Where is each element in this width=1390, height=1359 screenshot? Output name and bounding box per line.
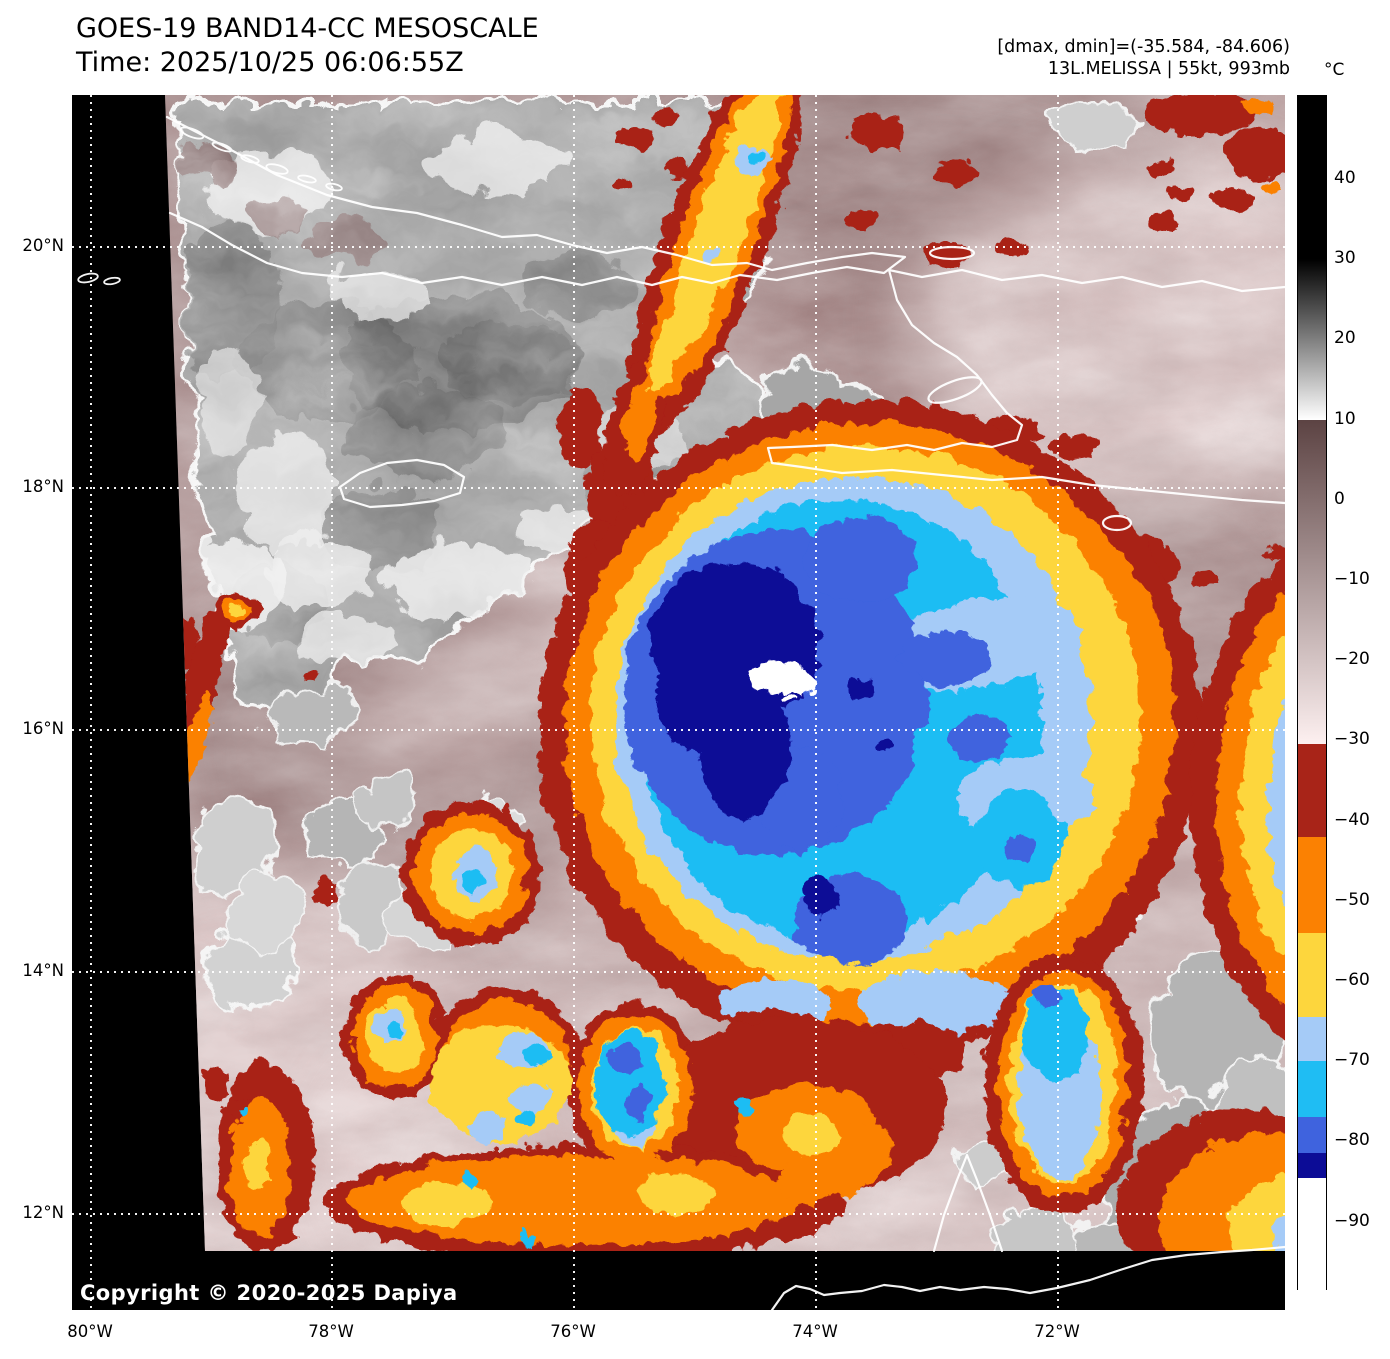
latitude-label: 14°N	[22, 961, 64, 980]
latitude-label: 16°N	[22, 719, 64, 738]
colorbar-tick-label: −60	[1334, 970, 1370, 990]
colorbar-tick-label: 30	[1334, 248, 1356, 269]
meta-block: [dmax, dmin]=(-35.584, -84.606) 13L.MELI…	[997, 36, 1290, 80]
colorbar-tick-label: −50	[1334, 889, 1370, 910]
colorbar-segment	[1298, 1178, 1326, 1291]
colorbar-tick-label: −80	[1334, 1130, 1370, 1151]
coastline-guajira-tip	[932, 1153, 1004, 1253]
copyright: Copyright © 2020-2025 Dapiya	[80, 1281, 458, 1305]
southern-convection	[200, 798, 942, 1251]
coastline-vache-island	[1101, 514, 1133, 532]
colorbar-segment	[1298, 1117, 1326, 1154]
colorbar-unit: °C	[1324, 60, 1345, 80]
latitude-label: 18°N	[22, 477, 64, 496]
satellite-imagery	[72, 95, 1285, 1310]
colorbar-segment	[1298, 1061, 1326, 1118]
colorbar-tick-label: 20	[1334, 328, 1356, 349]
storm-label: 13L.MELISSA | 55kt, 993mb	[1047, 59, 1290, 79]
colorbar-tick-label: −90	[1334, 1210, 1370, 1231]
coastline-cuba	[165, 115, 907, 287]
coastline-hispaniola-north	[887, 268, 1285, 293]
colorbar-tick-label: −40	[1334, 809, 1370, 830]
latitude-label: 12°N	[22, 1203, 64, 1222]
colorbar	[1297, 95, 1327, 1291]
coastline-haiti-west	[766, 268, 1285, 505]
colorbar-segment	[1298, 96, 1326, 260]
longitude-label: 80°W	[67, 1322, 113, 1341]
colorbar-segment	[1298, 744, 1326, 837]
timestamp: Time: 2025/10/25 06:06:55Z	[76, 47, 464, 78]
colorbar-tick-label: −70	[1334, 1050, 1370, 1071]
colorbar-segment	[1298, 419, 1326, 745]
coastline-south-america	[770, 1245, 1285, 1310]
coastline-jamaica	[338, 458, 466, 509]
title-block: GOES-19 BAND14-CC MESOSCALE Time: 2025/1…	[76, 12, 539, 80]
longitude-label: 78°W	[308, 1322, 354, 1341]
colorbar-tick-label: −20	[1334, 649, 1370, 670]
data-region	[165, 95, 1285, 1251]
cuba-convective-band	[602, 95, 799, 494]
satellite-map: Copyright © 2020-2025 Dapiya	[72, 95, 1285, 1310]
colorbar-tick-label: −30	[1334, 729, 1370, 750]
coastline-cays	[77, 126, 343, 286]
colorbar-segment	[1298, 1153, 1326, 1179]
longitude-label: 76°W	[550, 1322, 596, 1341]
page-title: GOES-19 BAND14-CC MESOSCALE	[76, 13, 539, 44]
hurricane-melissa-cloud-shield	[535, 397, 1199, 1080]
colorbar-segment	[1298, 932, 1326, 1018]
colorbar-tick-label: 40	[1334, 168, 1356, 188]
colorbar-tick-label: 0	[1334, 488, 1345, 509]
dmax-dmin-readout: [dmax, dmin]=(-35.584, -84.606)	[997, 37, 1290, 57]
latitude-label: 20°N	[22, 236, 64, 255]
longitude-label: 72°W	[1034, 1322, 1080, 1341]
coastlines	[77, 115, 1285, 1310]
longitude-label: 74°W	[792, 1322, 838, 1341]
colorbar-tick-label: −10	[1334, 569, 1370, 589]
blob-72w	[980, 950, 1140, 1210]
colorbar-segment	[1298, 259, 1326, 420]
east-edge-system	[1112, 525, 1285, 1251]
colorbar-segment	[1298, 1017, 1326, 1062]
colorbar-tick-label: 10	[1334, 408, 1356, 429]
coastline-gonave-island	[927, 376, 983, 404]
colorbar-segment	[1298, 836, 1326, 933]
